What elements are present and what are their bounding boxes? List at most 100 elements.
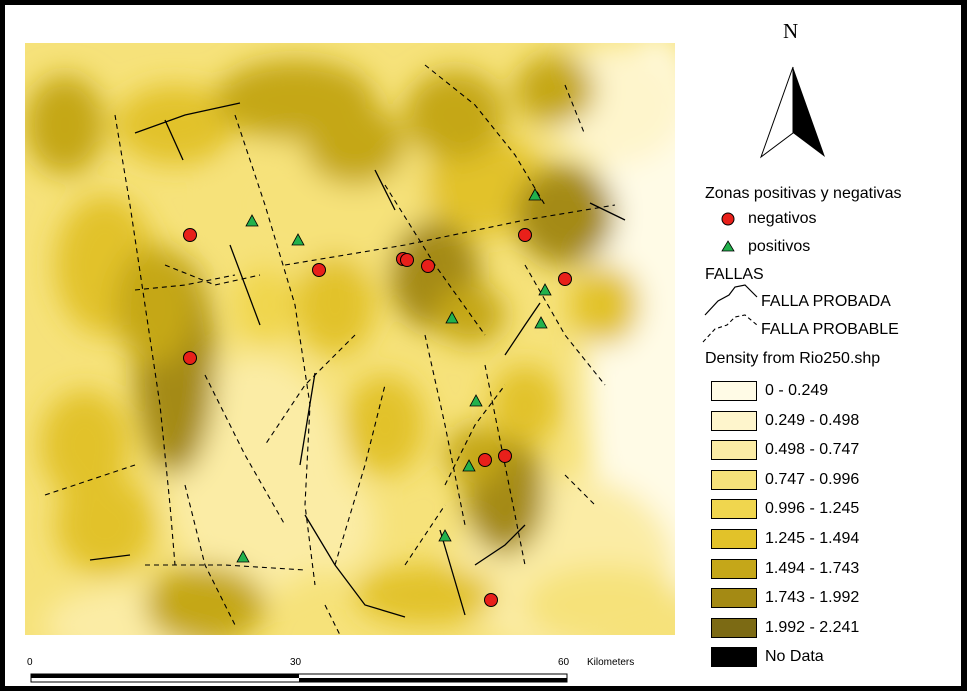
density-patch <box>435 285 505 345</box>
density-patch <box>215 135 455 275</box>
fault-line <box>474 524 526 566</box>
density-map <box>25 43 825 683</box>
density-class-swatch <box>711 617 757 638</box>
fault-line <box>89 554 131 561</box>
fault-line <box>424 64 546 206</box>
fault-line <box>164 264 261 286</box>
density-class-label: 1.743 - 1.992 <box>765 589 860 607</box>
density-class-label: 0.747 - 0.996 <box>765 470 860 488</box>
fault-line <box>304 514 406 618</box>
fault-line <box>484 364 526 566</box>
negativo-point <box>498 449 512 463</box>
positivo-point <box>469 394 483 407</box>
map-layout: N Zonas positivas y negativas negativos … <box>4 4 962 687</box>
fault-line <box>229 244 261 326</box>
legend-fallas-title: FALLAS <box>705 266 764 283</box>
positivo-point <box>528 188 542 201</box>
density-class-label: 0.249 - 0.498 <box>765 411 860 429</box>
fault-line <box>264 334 356 446</box>
density-patch <box>490 365 560 445</box>
density-class-swatch <box>711 558 757 579</box>
north-letter: N <box>783 19 799 43</box>
legend-falla-probada-label: FALLA PROBADA <box>761 293 891 310</box>
fault-line <box>504 302 541 356</box>
density-patch <box>405 70 505 160</box>
density-class-label: No Data <box>765 648 824 666</box>
density-class-label: 0.996 - 1.245 <box>765 500 860 518</box>
density-patch <box>515 165 615 265</box>
density-patch <box>145 565 265 635</box>
density-class-label: 1.992 - 2.241 <box>765 618 860 636</box>
scale-label-60: 60 <box>558 657 570 668</box>
fault-line <box>564 474 596 506</box>
density-class-swatch <box>711 647 757 668</box>
scale-label-30: 30 <box>290 657 302 668</box>
fault-line <box>134 102 241 134</box>
density-class-label: 1.245 - 1.494 <box>765 530 860 547</box>
legend-falla-probable-label: FALLA PROBABLE <box>761 321 899 338</box>
density-patch <box>25 75 105 175</box>
negativo-point <box>421 259 435 273</box>
positivo-point <box>462 459 476 472</box>
density-class-swatch <box>711 381 757 401</box>
falla-probable-lines <box>44 64 616 635</box>
density-patch <box>235 265 295 345</box>
negativo-point <box>312 263 326 277</box>
fault-line <box>589 202 626 221</box>
fault-line <box>114 114 176 566</box>
scale-unit: Kilometers <box>587 657 635 668</box>
negativo-point <box>183 228 197 242</box>
density-patch <box>115 85 235 165</box>
negativo-point <box>558 272 572 286</box>
density-patch <box>295 255 375 355</box>
density-patch <box>295 475 375 575</box>
fault-line <box>284 204 616 266</box>
density-surface <box>25 43 675 635</box>
solid-line-icon <box>704 284 758 316</box>
fault-line <box>439 529 466 616</box>
density-class-swatch <box>711 469 757 490</box>
density-patch <box>40 390 130 500</box>
legend-points-title: Zonas positivas y negativas <box>705 185 902 202</box>
density-patch <box>305 105 405 185</box>
density-patch <box>525 565 675 635</box>
positivo-point <box>438 529 452 542</box>
scale-bar <box>30 673 568 683</box>
density-patch <box>445 425 505 485</box>
density-class-swatch <box>711 410 757 431</box>
density-class-label: 0 - 0.249 <box>765 382 829 399</box>
fault-line <box>404 504 446 566</box>
fault-line <box>384 184 486 336</box>
fault-line <box>374 169 396 211</box>
negativo-point <box>400 253 414 267</box>
fault-line <box>134 274 236 291</box>
legend-positivos-label: positivos <box>748 238 811 255</box>
fault-line <box>324 604 341 635</box>
green-triangle-icon <box>721 240 735 252</box>
negativo-point <box>518 228 532 242</box>
north-arrow-icon <box>759 66 825 159</box>
legend-negativos-label: negativos <box>748 210 817 227</box>
sample-points <box>183 188 572 607</box>
falla-probada-lines <box>89 102 626 618</box>
density-patch <box>345 375 425 475</box>
density-patch <box>355 565 495 625</box>
density-class-swatch <box>711 499 757 520</box>
fault-line <box>444 384 506 486</box>
density-patch <box>55 475 155 575</box>
fault-line <box>424 334 466 526</box>
positivo-point <box>236 550 250 563</box>
positivo-point <box>291 233 305 246</box>
density-patch <box>115 245 195 365</box>
density-patch <box>570 265 640 345</box>
negativo-point <box>484 593 498 607</box>
negativo-point <box>478 453 492 467</box>
fault-line <box>204 374 286 526</box>
fault-line <box>299 372 316 466</box>
fault-line <box>184 484 236 626</box>
positivo-point <box>245 214 259 227</box>
density-patch <box>515 55 595 125</box>
scale-label-0: 0 <box>27 657 33 668</box>
density-class-swatch <box>711 588 757 609</box>
dashed-line-icon <box>702 314 758 343</box>
